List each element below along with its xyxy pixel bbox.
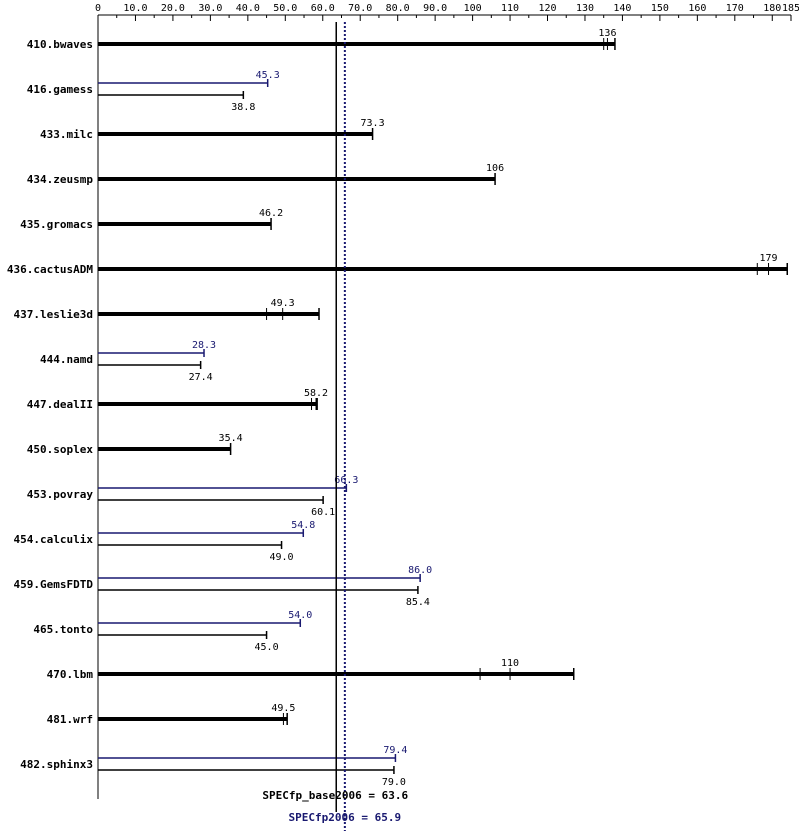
x-tick-label: 80.0 [386, 3, 410, 14]
base-value-label: 45.0 [255, 642, 279, 653]
base-value-label: 85.4 [406, 597, 430, 608]
category-label: 436.cactusADM [7, 263, 93, 276]
category-label: 437.leslie3d [14, 308, 93, 321]
x-tick-label: 130 [576, 3, 594, 14]
category-label: 433.milc [40, 128, 93, 141]
x-tick-label: 70.0 [348, 3, 372, 14]
category-label: 481.wrf [47, 713, 93, 726]
x-tick-label: 10.0 [123, 3, 147, 14]
x-tick-label: 120 [538, 3, 556, 14]
category-label: 444.namd [40, 353, 93, 366]
base-value-label: 106 [486, 163, 504, 174]
peak-value-label: 54.0 [288, 610, 312, 621]
peak-reference-label: SPECfp2006 = 65.9 [289, 811, 402, 824]
x-tick-label: 100 [464, 3, 482, 14]
base-value-label: 38.8 [231, 102, 255, 113]
x-tick-label: 180 [763, 3, 781, 14]
base-value-label: 136 [598, 28, 616, 39]
base-value-label: 49.3 [271, 298, 295, 309]
peak-value-label: 54.8 [291, 520, 315, 531]
peak-value-label: 28.3 [192, 340, 216, 351]
base-value-label: 49.5 [271, 703, 295, 714]
x-tick-label: 50.0 [273, 3, 297, 14]
base-value-label: 73.3 [361, 118, 385, 129]
x-tick-label: 160 [688, 3, 706, 14]
category-label: 459.GemsFDTD [14, 578, 94, 591]
peak-value-label: 86.0 [408, 565, 432, 576]
category-label: 450.soplex [27, 443, 94, 456]
base-reference-label: SPECfp_base2006 = 63.6 [262, 789, 408, 802]
category-label: 435.gromacs [20, 218, 93, 231]
peak-value-label: 79.4 [383, 745, 407, 756]
x-tick-label: 60.0 [311, 3, 335, 14]
category-label: 453.povray [27, 488, 94, 501]
base-value-label: 27.4 [189, 372, 213, 383]
peak-value-label: 66.3 [334, 475, 358, 486]
base-value-label: 79.0 [382, 777, 406, 788]
category-label: 410.bwaves [27, 38, 93, 51]
category-label: 465.tonto [33, 623, 93, 636]
base-value-label: 49.0 [270, 552, 294, 563]
x-tick-label: 150 [651, 3, 669, 14]
x-tick-label: 90.0 [423, 3, 447, 14]
x-tick-label: 0 [95, 3, 101, 14]
base-value-label: 58.2 [304, 388, 328, 399]
base-value-label: 110 [501, 658, 519, 669]
base-value-label: 35.4 [219, 433, 243, 444]
base-value-label: 179 [759, 253, 777, 264]
x-tick-label: 30.0 [198, 3, 222, 14]
base-value-label: 46.2 [259, 208, 283, 219]
category-label: 470.lbm [47, 668, 94, 681]
x-tick-label: 170 [726, 3, 744, 14]
x-tick-label: 20.0 [161, 3, 185, 14]
x-tick-label: 140 [613, 3, 631, 14]
x-tick-label: 185 [782, 3, 799, 14]
category-label: 416.gamess [27, 83, 93, 96]
x-tick-label: 110 [501, 3, 519, 14]
category-label: 434.zeusmp [27, 173, 94, 186]
category-label: 447.dealII [27, 398, 93, 411]
x-tick-label: 40.0 [236, 3, 260, 14]
category-label: 454.calculix [14, 533, 94, 546]
category-label: 482.sphinx3 [20, 758, 93, 771]
peak-value-label: 45.3 [256, 70, 280, 81]
base-value-label: 60.1 [311, 507, 335, 518]
